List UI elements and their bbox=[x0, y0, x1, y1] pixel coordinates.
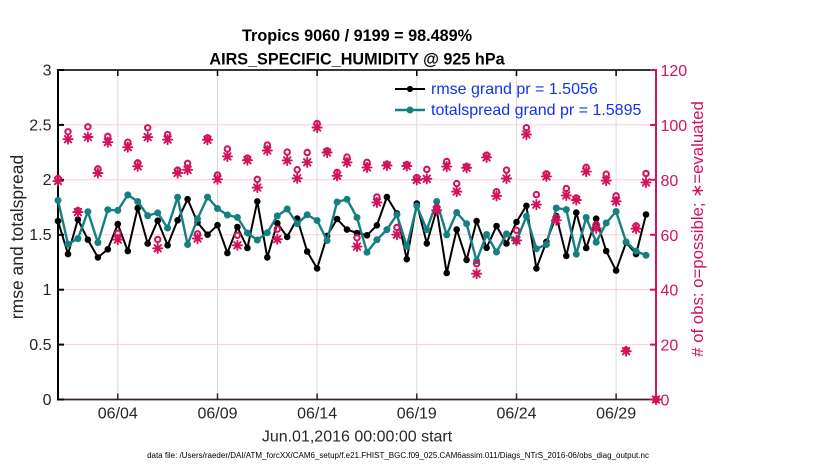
svg-text:06/19: 06/19 bbox=[397, 405, 437, 422]
svg-text:80: 80 bbox=[661, 173, 679, 190]
svg-text:totalspread grand pr = 1.5895: totalspread grand pr = 1.5895 bbox=[431, 102, 641, 119]
svg-text:data file: /Users/raeder/DAI/A: data file: /Users/raeder/DAI/ATM_forcXX/… bbox=[147, 451, 649, 460]
svg-text:# of obs: o=possible; ∗=evalua: # of obs: o=possible; ∗=evaluated bbox=[688, 101, 707, 357]
svg-text:rmse grand pr = 1.5056: rmse grand pr = 1.5056 bbox=[431, 81, 598, 98]
svg-text:20: 20 bbox=[661, 338, 679, 355]
svg-text:2.5: 2.5 bbox=[29, 117, 51, 134]
svg-text:1: 1 bbox=[43, 282, 52, 299]
svg-text:0: 0 bbox=[661, 393, 670, 410]
svg-text:100: 100 bbox=[661, 118, 688, 135]
svg-text:06/09: 06/09 bbox=[197, 405, 237, 422]
svg-text:0.5: 0.5 bbox=[29, 337, 51, 354]
svg-text:06/04: 06/04 bbox=[98, 405, 138, 422]
svg-text:06/14: 06/14 bbox=[297, 405, 337, 422]
svg-text:AIRS_SPECIFIC_HUMIDITY @ 925 h: AIRS_SPECIFIC_HUMIDITY @ 925 hPa bbox=[209, 50, 505, 68]
svg-text:40: 40 bbox=[661, 283, 679, 300]
svg-text:60: 60 bbox=[661, 228, 679, 245]
svg-text:06/29: 06/29 bbox=[596, 405, 636, 422]
svg-text:rmse and totalspread: rmse and totalspread bbox=[7, 155, 27, 319]
svg-text:Jun.01,2016 00:00:00 start: Jun.01,2016 00:00:00 start bbox=[262, 428, 453, 445]
svg-text:Tropics 9060 / 9199 = 98.489%: Tropics 9060 / 9199 = 98.489% bbox=[242, 27, 472, 45]
svg-text:3: 3 bbox=[43, 62, 52, 79]
svg-text:2: 2 bbox=[43, 172, 52, 189]
svg-text:120: 120 bbox=[661, 63, 688, 80]
svg-text:06/24: 06/24 bbox=[496, 405, 536, 422]
svg-text:0: 0 bbox=[43, 392, 52, 409]
svg-text:1.5: 1.5 bbox=[29, 227, 51, 244]
